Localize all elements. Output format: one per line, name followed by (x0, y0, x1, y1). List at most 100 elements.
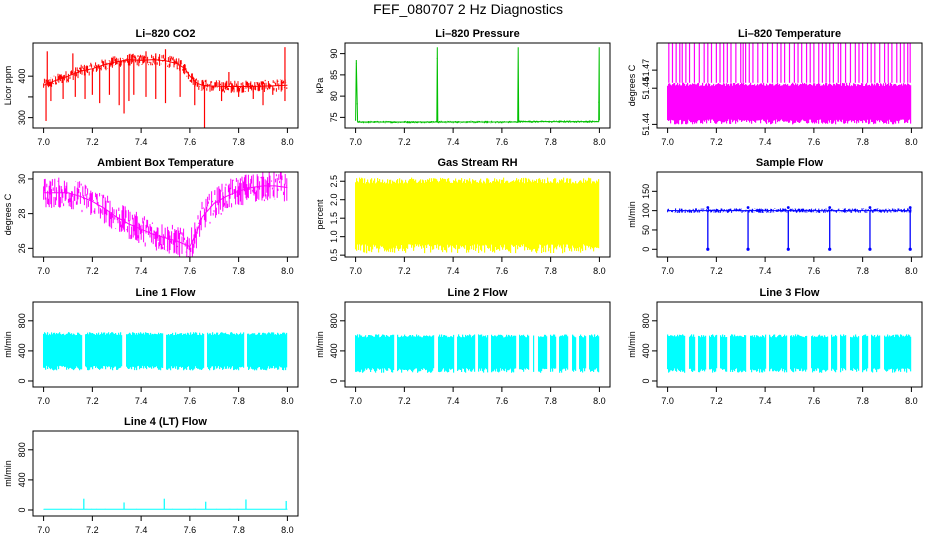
x-tick-label: 8.0 (905, 137, 918, 147)
x-tick-label: 7.6 (184, 266, 197, 276)
x-tick-label: 7.0 (37, 396, 50, 406)
x-tick-label: 7.8 (544, 396, 557, 406)
y-tick-label: 1.5 (329, 212, 339, 225)
x-tick-label: 8.0 (593, 137, 606, 147)
y-tick-label: 50 (641, 225, 651, 235)
x-tick-label: 7.0 (37, 266, 50, 276)
chart-title: Li–820 Pressure (435, 28, 519, 40)
series-line (43, 59, 288, 87)
y-tick-label: 100 (641, 203, 651, 218)
x-tick-label: 7.2 (398, 396, 411, 406)
x-tick-label: 7.4 (135, 137, 148, 147)
series-point (868, 206, 872, 209)
x-tick-label: 7.6 (808, 137, 821, 147)
series-point (706, 247, 710, 251)
y-tick-label: 2.0 (329, 193, 339, 206)
y-axis-label: ml/min (3, 331, 13, 358)
x-tick-label: 7.0 (661, 396, 674, 406)
series-point (746, 206, 750, 209)
x-tick-label: 7.6 (496, 396, 509, 406)
y-tick-label: 51.47 (641, 59, 651, 82)
y-tick-label: 800 (641, 313, 651, 328)
x-tick-label: 7.6 (184, 396, 197, 406)
x-tick-label: 7.2 (86, 525, 99, 535)
chart-title: Sample Flow (756, 157, 824, 169)
y-axis-label: degrees C (3, 193, 13, 235)
x-tick-label: 7.6 (496, 266, 509, 276)
y-tick-label: 0.5 (329, 249, 339, 262)
plot-frame (344, 171, 611, 258)
x-tick-label: 7.2 (86, 266, 99, 276)
x-tick-label: 8.0 (593, 266, 606, 276)
plot-area (355, 177, 600, 254)
y-tick-label: 400 (17, 472, 27, 487)
series-fill-band (355, 177, 600, 254)
x-tick-label: 7.4 (447, 266, 460, 276)
chart-title: Li–820 Temperature (738, 28, 841, 40)
y-tick-label: 400 (17, 69, 27, 84)
x-tick-label: 7.2 (398, 137, 411, 147)
x-tick-label: 7.8 (856, 396, 869, 406)
y-tick-label: 800 (17, 442, 27, 457)
x-tick-label: 7.8 (232, 525, 245, 535)
x-tick-label: 7.4 (447, 396, 460, 406)
y-tick-label: 90 (329, 49, 339, 59)
y-tick-label: 28 (17, 209, 27, 219)
x-tick-label: 7.6 (808, 396, 821, 406)
plot-frame (32, 430, 299, 517)
x-tick-label: 8.0 (281, 137, 294, 147)
y-tick-label: 150 (641, 184, 651, 199)
series-line (43, 185, 288, 248)
chart-title: Li–820 CO2 (136, 28, 196, 40)
series-line (355, 47, 600, 123)
chart-panel: Line 3 Flow ml/min 7.0 7.2 7.4 7.6 7.8 8.0 0 400 8… (627, 287, 923, 406)
chart-panel: Li–820 Temperature degrees C 7.0 7.2 7.4 7.6 7… (627, 28, 923, 147)
x-tick-label: 7.0 (349, 396, 362, 406)
y-axis-label: ml/min (315, 331, 325, 358)
x-tick-label: 7.2 (710, 396, 723, 406)
series-fill-band (667, 334, 912, 373)
y-tick-label: 30 (17, 174, 27, 184)
y-tick-label: 26 (17, 243, 27, 253)
plot-area (43, 172, 288, 257)
y-tick-label: 2.5 (329, 175, 339, 188)
chart-panel: Line 1 Flow ml/min 7.0 7.2 7.4 7.6 7.8 8.0 0 400 8… (3, 287, 299, 406)
x-tick-label: 7.2 (398, 266, 411, 276)
chart-panel: Li–820 CO2 Licor ppm 7.0 7.2 7.4 7.6 7.8 8.0 300… (3, 28, 299, 147)
x-tick-label: 7.4 (135, 266, 148, 276)
y-tick-label: 85 (329, 70, 339, 80)
plot-frame (344, 42, 611, 129)
x-tick-label: 8.0 (905, 266, 918, 276)
series-point (746, 247, 750, 251)
y-tick-label: 400 (17, 343, 27, 358)
y-axis-label: ml/min (627, 331, 637, 358)
series-noise (355, 58, 600, 124)
y-tick-label: 0 (641, 378, 651, 383)
plot-area (667, 334, 912, 373)
chart-title: Line 4 (LT) Flow (124, 416, 207, 428)
x-tick-label: 7.8 (856, 137, 869, 147)
plot-frame (656, 42, 923, 129)
x-tick-label: 7.0 (37, 525, 50, 535)
series-point (828, 247, 832, 251)
plot-frame (656, 301, 923, 388)
y-tick-label: 800 (329, 313, 339, 328)
x-tick-label: 8.0 (281, 396, 294, 406)
chart-panel: Ambient Box Temperature degrees C 7.0 7.2 7.… (3, 157, 299, 276)
chart-panel: Line 4 (LT) Flow ml/min 7.0 7.2 7.4 7.6 7.8 8.0… (3, 416, 299, 535)
plot-area (43, 47, 288, 128)
plot-area (355, 334, 600, 373)
page-title: FEF_080707 2 Hz Diagnostics (373, 1, 563, 17)
x-tick-label: 7.8 (544, 137, 557, 147)
x-tick-label: 8.0 (281, 525, 294, 535)
x-tick-label: 7.6 (808, 266, 821, 276)
plot-frame (32, 42, 299, 129)
x-tick-label: 7.0 (661, 266, 674, 276)
y-tick-label: 51.44 (641, 77, 651, 100)
plot-area (667, 206, 912, 251)
x-tick-label: 8.0 (281, 266, 294, 276)
chart-panel: Gas Stream RH percent 7.0 7.2 7.4 7.6 7.8 8.0 0.… (315, 157, 611, 276)
x-tick-label: 7.2 (86, 137, 99, 147)
plot-frame (656, 171, 923, 258)
